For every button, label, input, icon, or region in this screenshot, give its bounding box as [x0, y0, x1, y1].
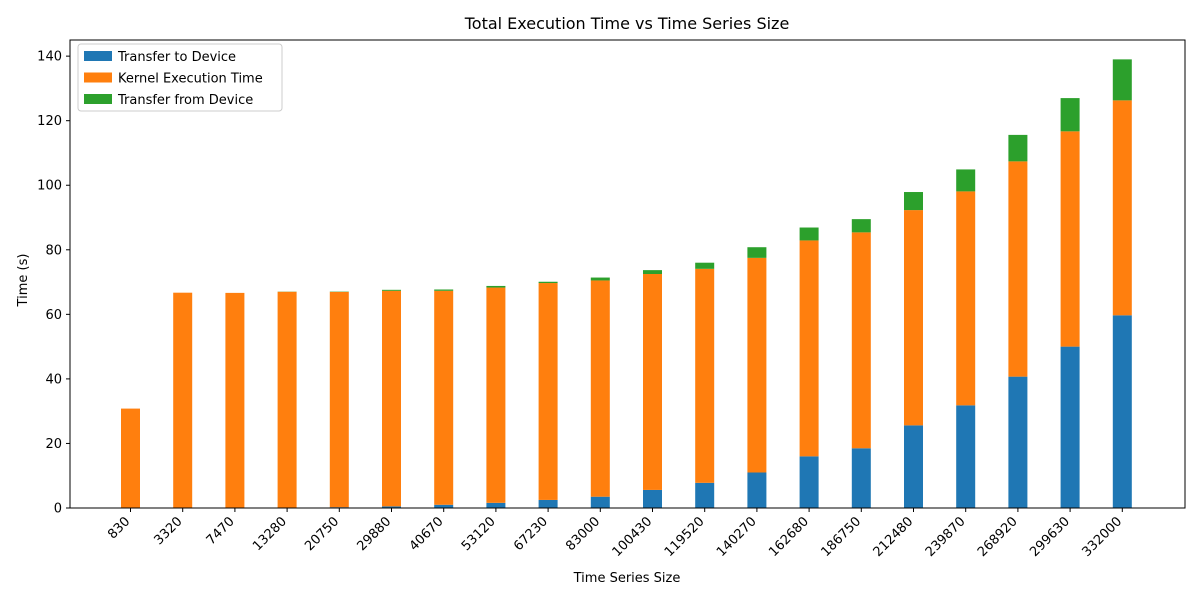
x-tick-label: 830	[105, 514, 133, 542]
legend-label-1: Transfer to Device	[117, 50, 236, 65]
legend-label-3: Transfer from Device	[117, 93, 253, 108]
x-tick-label: 67230	[511, 514, 551, 554]
x-tick-label: 29880	[354, 514, 394, 554]
bar-segment-2-239870	[956, 191, 976, 406]
bar-segment-1-67230	[538, 499, 558, 508]
legend-swatch-2	[84, 72, 112, 83]
bar-segment-3-67230	[538, 281, 558, 284]
bar-segment-2-100430	[643, 274, 662, 490]
legend-label-2: Kernel Execution Time	[118, 72, 263, 87]
x-tick-label: 100430	[610, 514, 656, 560]
bar-segment-3-40670	[434, 289, 454, 291]
y-tick-label: 0	[54, 502, 62, 517]
plot-frame	[69, 39, 1186, 509]
x-tick-label: 140270	[714, 514, 760, 560]
bar-segment-2-20750	[329, 291, 349, 508]
x-tick-label: 332000	[1079, 514, 1125, 560]
y-tick-label: 120	[37, 114, 62, 129]
bar-segment-2-268920	[1008, 161, 1028, 377]
bar-segment-3-83000	[590, 277, 610, 281]
y-tick-label: 60	[45, 308, 62, 323]
bar-segment-1-119520	[695, 482, 715, 508]
x-axis-title: Time Series Size	[573, 571, 681, 586]
bar-segment-2-140270	[747, 257, 767, 473]
bar-segment-3-268920	[1008, 134, 1028, 162]
x-tick-label: 268920	[975, 514, 1021, 560]
bar-segment-2-67230	[538, 283, 558, 500]
bar-segment-1-186750	[851, 448, 871, 508]
x-tick-label: 239870	[923, 514, 969, 560]
bar-segment-1-29880	[382, 506, 401, 508]
bar-segment-2-83000	[590, 280, 610, 497]
x-tick-label: 212480	[871, 514, 917, 560]
bar-segment-3-299630	[1060, 98, 1080, 132]
bar-segment-3-140270	[747, 247, 767, 258]
bar-segment-2-332000	[1112, 100, 1132, 316]
bar-segment-1-100430	[643, 489, 662, 508]
x-tick-label: 7470	[204, 514, 238, 548]
bar-segment-1-83000	[590, 496, 610, 508]
bar-segment-3-100430	[643, 270, 662, 274]
legend: Transfer to Device Kernel Execution Time T…	[77, 43, 283, 112]
bar-segment-3-119520	[695, 262, 715, 269]
bar-segment-2-40670	[434, 290, 454, 505]
chart-title: Total Execution Time vs Time Series Size	[464, 14, 790, 33]
bar-segment-2-29880	[382, 290, 401, 507]
bar-segment-3-332000	[1112, 59, 1132, 101]
x-tick-label: 162680	[766, 514, 812, 560]
bar-segment-2-3320	[173, 292, 193, 508]
x-tick-label: 40670	[407, 514, 447, 554]
x-tick-label: 186750	[818, 514, 864, 560]
x-tick-label: 20750	[302, 514, 342, 554]
bar-segment-1-212480	[904, 425, 923, 508]
bar-segment-3-186750	[851, 219, 871, 233]
legend-swatch-3	[84, 94, 112, 104]
bar-segment-3-162680	[799, 227, 819, 241]
x-tick-label: 119520	[662, 514, 708, 560]
bar-segment-1-239870	[956, 405, 976, 508]
bar-segment-1-162680	[799, 456, 819, 508]
bar-segment-2-53120	[486, 287, 506, 503]
bar-segment-2-212480	[904, 210, 923, 426]
bar-segment-3-239870	[956, 169, 976, 192]
bar-segment-2-299630	[1060, 131, 1080, 347]
bar-segment-3-29880	[382, 289, 401, 291]
bar-segment-3-212480	[904, 192, 923, 211]
bar-segment-1-40670	[434, 504, 454, 508]
bar-segment-2-830	[121, 408, 140, 508]
x-tick-label: 83000	[563, 514, 603, 554]
bar-segment-2-186750	[851, 232, 871, 449]
bar-segment-1-140270	[747, 472, 767, 508]
y-tick-label: 80	[45, 243, 62, 258]
y-tick-label: 140	[37, 50, 62, 65]
y-tick-label: 20	[45, 437, 62, 452]
bar-segment-1-268920	[1008, 376, 1028, 508]
y-axis-title: Time (s)	[16, 254, 31, 308]
bar-segment-1-299630	[1060, 346, 1080, 508]
x-tick-label: 299630	[1027, 514, 1073, 560]
y-tick-label: 40	[45, 372, 62, 387]
bar-segment-3-53120	[486, 285, 506, 288]
y-tick-label: 100	[37, 179, 62, 194]
x-tick-label: 13280	[250, 514, 290, 554]
bar-segment-2-7470	[225, 292, 245, 508]
x-tick-label: 53120	[459, 514, 499, 554]
bar-segment-2-119520	[695, 268, 715, 483]
bar-layer	[121, 59, 1132, 508]
bar-segment-2-162680	[799, 240, 819, 457]
bar-segment-1-53120	[486, 502, 506, 508]
bar-segment-1-332000	[1112, 315, 1132, 508]
bar-segment-2-13280	[277, 291, 297, 508]
legend-swatch-1	[84, 51, 112, 61]
legend-box	[77, 43, 283, 112]
x-tick-label: 3320	[152, 514, 186, 548]
